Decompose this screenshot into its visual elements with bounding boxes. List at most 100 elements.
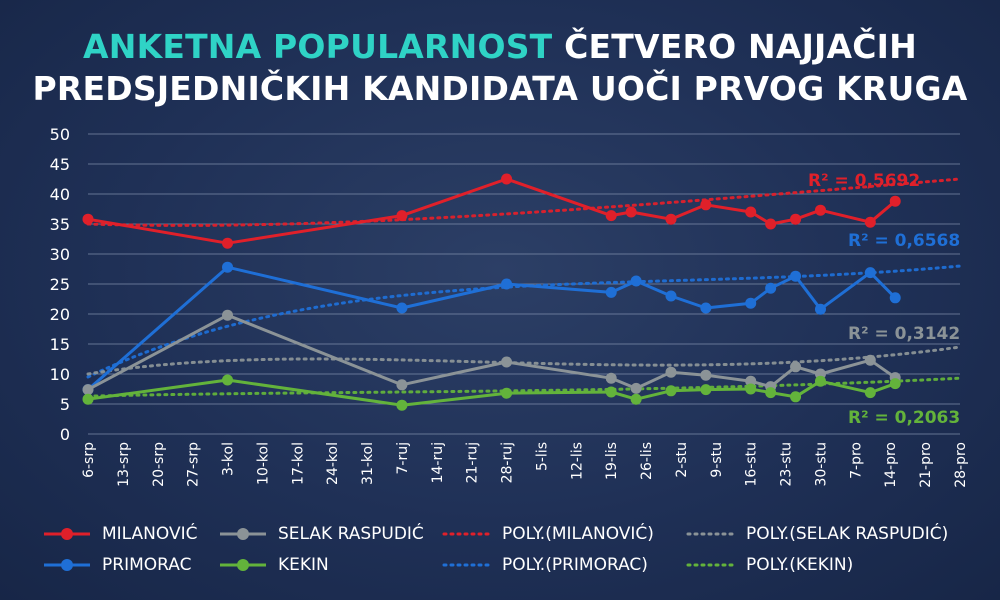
series-line-primorac [87, 265, 897, 391]
y-tick-label: 5 [60, 395, 70, 414]
y-tick-label: 35 [50, 215, 70, 234]
data-point-kekin [700, 384, 712, 396]
data-point-milanovic [222, 237, 234, 249]
data-point-kekin [630, 393, 642, 405]
y-tick-label: 25 [50, 275, 70, 294]
data-point-primorac [396, 302, 408, 314]
x-tick-label: 27-srp [186, 442, 202, 487]
x-tick-label: 14-ruj [430, 442, 446, 483]
x-tick-label: 17-kol [290, 442, 306, 485]
data-point-milanovic [700, 199, 712, 211]
data-point-milanovic [814, 204, 826, 216]
y-tick-label: 0 [60, 425, 70, 444]
x-tick-label: 6-srp [81, 442, 97, 478]
data-point-selak [82, 384, 94, 396]
data-point-selak [396, 379, 408, 391]
data-point-milanovic [864, 216, 876, 228]
data-point-kekin [745, 383, 757, 395]
data-point-primorac [765, 282, 777, 294]
data-point-selak [222, 309, 234, 321]
trend-line-selak [86, 345, 962, 376]
data-point-kekin [396, 399, 408, 411]
y-tick-label: 50 [50, 125, 70, 144]
data-point-kekin [222, 374, 234, 386]
x-tick-label: 9-stu [709, 442, 725, 478]
data-point-selak [700, 369, 712, 381]
trend-line-milanovic [86, 177, 962, 227]
data-point-milanovic [790, 213, 802, 225]
data-point-primorac [630, 275, 642, 287]
data-point-primorac [864, 267, 876, 279]
x-tick-label: 30-stu [813, 442, 829, 487]
data-point-selak [605, 372, 617, 384]
data-point-primorac [605, 286, 617, 298]
data-point-selak [864, 354, 876, 366]
data-point-kekin [814, 375, 826, 387]
x-tick-label: 28-pro [953, 442, 969, 488]
x-tick-label: 28-ruj [500, 442, 516, 483]
data-point-kekin [864, 387, 876, 399]
r-squared-label-kekin: R² = 0,2063 [848, 408, 960, 428]
chart-title: ANKETNA POPULARNOST ČETVERO NAJJAČIH PRE… [0, 26, 1000, 110]
series-line-milanovic [87, 177, 897, 245]
data-point-selak [745, 375, 757, 387]
data-point-primorac [745, 297, 757, 309]
x-tick-label: 5-lis [534, 442, 550, 471]
data-point-milanovic [889, 195, 901, 207]
title-accent: ANKETNA POPULARNOST [83, 27, 553, 66]
x-tick-label: 31-kol [360, 442, 376, 485]
data-point-primorac [501, 278, 513, 290]
y-tick-label: 10 [50, 365, 70, 384]
x-tick-label: 10-kol [255, 442, 271, 485]
x-tick-label: 21-pro [918, 442, 934, 488]
data-point-milanovic [501, 173, 513, 185]
data-point-milanovic [665, 213, 677, 225]
x-tick-label: 21-ruj [465, 442, 481, 483]
data-point-kekin [765, 387, 777, 399]
data-point-primorac [700, 302, 712, 314]
x-tick-label: 23-stu [779, 442, 795, 487]
data-point-kekin [665, 385, 677, 397]
data-point-kekin [82, 393, 94, 405]
y-tick-label: 30 [50, 245, 70, 264]
y-tick-label: 20 [50, 305, 70, 324]
data-point-milanovic [396, 210, 408, 222]
x-tick-label: 20-srp [151, 442, 167, 487]
data-point-selak [790, 361, 802, 373]
x-tick-label: 13-srp [116, 442, 132, 487]
data-point-selak [501, 356, 513, 368]
title-line-2: PREDSJEDNIČKIH KANDIDATA UOČI PRVOG KRUG… [32, 69, 968, 108]
y-tick-label: 15 [50, 335, 70, 354]
x-tick-label: 16-stu [744, 442, 760, 487]
data-point-selak [665, 366, 677, 378]
x-tick-label: 26-lis [639, 442, 655, 480]
data-point-primorac [222, 261, 234, 273]
title-line-1-rest: ČETVERO NAJJAČIH [564, 27, 917, 66]
data-point-kekin [605, 386, 617, 398]
data-point-kekin [790, 391, 802, 403]
series-line-selak [87, 313, 897, 391]
data-point-kekin [889, 378, 901, 390]
data-point-selak [630, 382, 642, 394]
data-point-kekin [501, 387, 513, 399]
data-point-primorac [814, 303, 826, 315]
x-tick-label: 19-lis [604, 442, 620, 480]
data-point-milanovic [625, 206, 637, 218]
r-squared-label-milanovic: R² = 0,5692 [808, 171, 920, 191]
data-point-primorac [889, 292, 901, 304]
data-point-primorac [790, 270, 802, 282]
x-tick-label: 14-pro [883, 442, 899, 488]
r-squared-label-primorac: R² = 0,6568 [848, 231, 960, 251]
x-tick-label: 2-stu [674, 442, 690, 478]
r-squared-label-selak: R² = 0,3142 [848, 324, 960, 344]
x-tick-label: 7-ruj [395, 442, 411, 474]
data-point-milanovic [82, 213, 94, 225]
data-point-milanovic [745, 206, 757, 218]
x-tick-label: 3-kol [221, 442, 237, 476]
data-point-milanovic [765, 218, 777, 230]
data-point-primorac [665, 290, 677, 302]
x-tick-label: 12-lis [569, 442, 585, 480]
y-tick-label: 40 [50, 185, 70, 204]
x-tick-label: 7-pro [848, 442, 864, 479]
